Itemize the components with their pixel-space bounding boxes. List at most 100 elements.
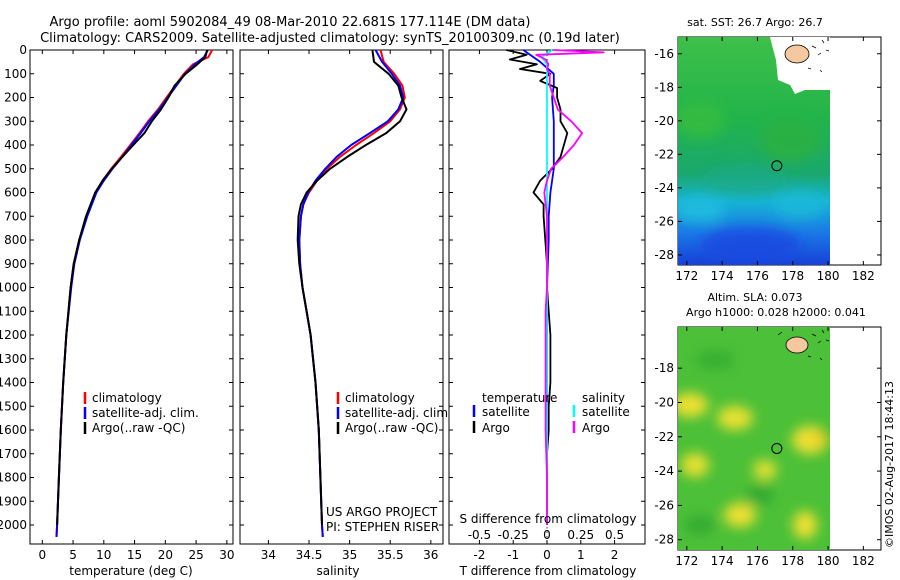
depth-tick-label: 0 — [19, 43, 27, 57]
copyright-stamp: ©IMOS 02-Aug-2017 18:44:13 — [883, 381, 896, 548]
depth-tick-label: 1400 — [0, 376, 27, 390]
temperature-argo-line — [506, 49, 569, 525]
t-difference-xlabel: T difference from climatology — [459, 564, 637, 578]
difference-series — [506, 49, 605, 525]
legend-label-t-satellite: satellite — [482, 405, 530, 419]
lon-tick-label: 182 — [852, 269, 875, 283]
difference-x-axis: -2 -1 0 1 2 — [473, 50, 618, 562]
float-position-marker — [771, 160, 783, 172]
lat-tick-label: -22 — [654, 430, 674, 444]
lat-tick-label: -22 — [654, 147, 674, 161]
sst-map-title: sat. SST: 26.7 Argo: 26.7 — [687, 16, 823, 29]
argo-raw-qc-line — [296, 49, 408, 526]
lon-tick-label: 172 — [675, 554, 698, 568]
depth-tick-label: 1200 — [0, 328, 27, 342]
legend-label-climatology: climatology — [345, 391, 415, 405]
depth-tick-label: 500 — [4, 162, 27, 176]
sst-map-panel: sat. SST: 26.7 Argo: 26.7 172 174 176 178 18… — [654, 16, 882, 283]
x-tick-label: 5 — [69, 548, 77, 562]
depth-tick-label: 1500 — [0, 399, 27, 413]
lon-tick-label: 178 — [781, 269, 804, 283]
lon-tick-label: 180 — [817, 554, 840, 568]
x-tick-label: 34 — [261, 548, 276, 562]
lon-tick-label: 180 — [817, 269, 840, 283]
sla-field — [678, 327, 830, 550]
legend-label-satellite: satellite-adj. clim. — [345, 406, 452, 420]
depth-tick-label: 300 — [4, 114, 27, 128]
lat-tick-label: -20 — [654, 395, 674, 409]
temperature-axes-frame — [29, 49, 234, 545]
lon-tick-label: 182 — [852, 554, 875, 568]
sla-field-texture — [678, 350, 828, 539]
sst-field — [678, 37, 830, 265]
depth-tick-label: 400 — [4, 138, 27, 152]
depth-tick-label: 2000 — [0, 518, 27, 532]
x-tick-label: 35 — [342, 548, 357, 562]
legend-label-satellite: satellite-adj. clim. — [92, 406, 199, 420]
depth-tick-label: 1100 — [0, 304, 27, 318]
depth-tick-label: 900 — [4, 257, 27, 271]
float-position-marker — [771, 442, 783, 454]
temperature-xlabel: temperature (deg C) — [69, 564, 192, 578]
project-line1: US ARGO PROJECT — [326, 505, 438, 519]
legend-label-s-satellite: satellite — [582, 405, 630, 419]
lat-tick-label: -18 — [654, 80, 674, 94]
sst-field-texture — [678, 102, 825, 263]
argo-raw-qc-line — [56, 49, 209, 526]
x-tick-label: 0 — [38, 548, 46, 562]
salinity-series — [296, 49, 408, 537]
difference-depth-ticks — [449, 49, 645, 526]
figure-title-line2: Climatology: CARS2009. Satellite-adjuste… — [40, 31, 620, 46]
salinity-argo-line — [535, 49, 605, 525]
figure-title-line1: Argo profile: aoml 5902084_49 08-Mar-201… — [50, 15, 531, 30]
sst-map-lat-axis: -16 -18 -20 -22 -24 -26 -28 — [654, 47, 881, 262]
sla-map-panel: Altim. SLA: 0.073 Argo h1000: 0.028 h200… — [654, 291, 882, 568]
depth-tick-label: 800 — [4, 233, 27, 247]
depth-tick-label: 700 — [4, 209, 27, 223]
lat-tick-label: -24 — [654, 464, 674, 478]
temperature-legend: climatology satellite-adj. clim. Argo(..… — [83, 391, 199, 435]
legend-label-climatology: climatology — [92, 391, 162, 405]
lat-tick-label: -24 — [654, 181, 674, 195]
x-tick-label: 20 — [158, 548, 173, 562]
sla-map-title-line2: Argo h1000: 0.028 h2000: 0.041 — [686, 306, 866, 319]
lat-tick-label: -28 — [654, 533, 674, 547]
salinity-legend: climatology satellite-adj. clim. Argo(..… — [336, 391, 452, 435]
salinity-xlabel: salinity — [316, 564, 359, 578]
sst-land-mask — [770, 37, 830, 94]
x-tick-label: 30 — [219, 548, 234, 562]
depth-tick-label: 1600 — [0, 423, 27, 437]
fiji-island — [784, 44, 810, 64]
depth-tick-label: 600 — [4, 186, 27, 200]
lon-tick-label: 178 — [781, 554, 804, 568]
depth-tick-label: 1800 — [0, 471, 27, 485]
temperature-panel: 0100200300400500600700800900100011001200… — [0, 43, 234, 578]
salinity-axes-frame — [239, 49, 444, 545]
x-tick-label: -2 — [473, 548, 485, 562]
x-tick-label: 10 — [96, 548, 111, 562]
legend-label-t-argo: Argo — [482, 421, 510, 435]
depth-tick-label: 200 — [4, 91, 27, 105]
x-tick-label: 34.5 — [296, 548, 323, 562]
depth-tick-label: 100 — [4, 67, 27, 81]
salinity-difference-scale: -0.5 -0.25 0 0.25 0.5 — [468, 528, 624, 542]
x-tick-label: 15 — [127, 548, 142, 562]
lon-tick-label: 174 — [711, 554, 734, 568]
sla-map-lon-axis: 172 174 176 178 180 182 — [675, 327, 875, 568]
legend-header-salinity: salinity — [582, 391, 625, 405]
sst-map-lon-axis: 172 174 176 178 180 182 — [675, 37, 875, 283]
s-difference-tick-label: 0.25 — [567, 528, 594, 542]
difference-legend: temperature salinity satellite Argo sate… — [472, 391, 630, 435]
s-difference-tick-label: 0.5 — [605, 528, 624, 542]
lat-tick-label: -26 — [654, 214, 674, 228]
depth-tick-label: 1700 — [0, 447, 27, 461]
legend-label-s-argo: Argo — [582, 421, 610, 435]
difference-panel: -2 -1 0 1 2 -0.5 -0.25 0 0.25 0.5 S difference f… — [448, 49, 646, 578]
x-tick-label: 36 — [423, 548, 438, 562]
depth-tick-label: 1000 — [0, 281, 27, 295]
temperature-x-axis: 0 5 10 15 20 25 30 — [38, 50, 234, 562]
fiji-island — [785, 336, 809, 354]
lon-tick-label: 172 — [675, 269, 698, 283]
lat-tick-label: -18 — [654, 361, 674, 375]
